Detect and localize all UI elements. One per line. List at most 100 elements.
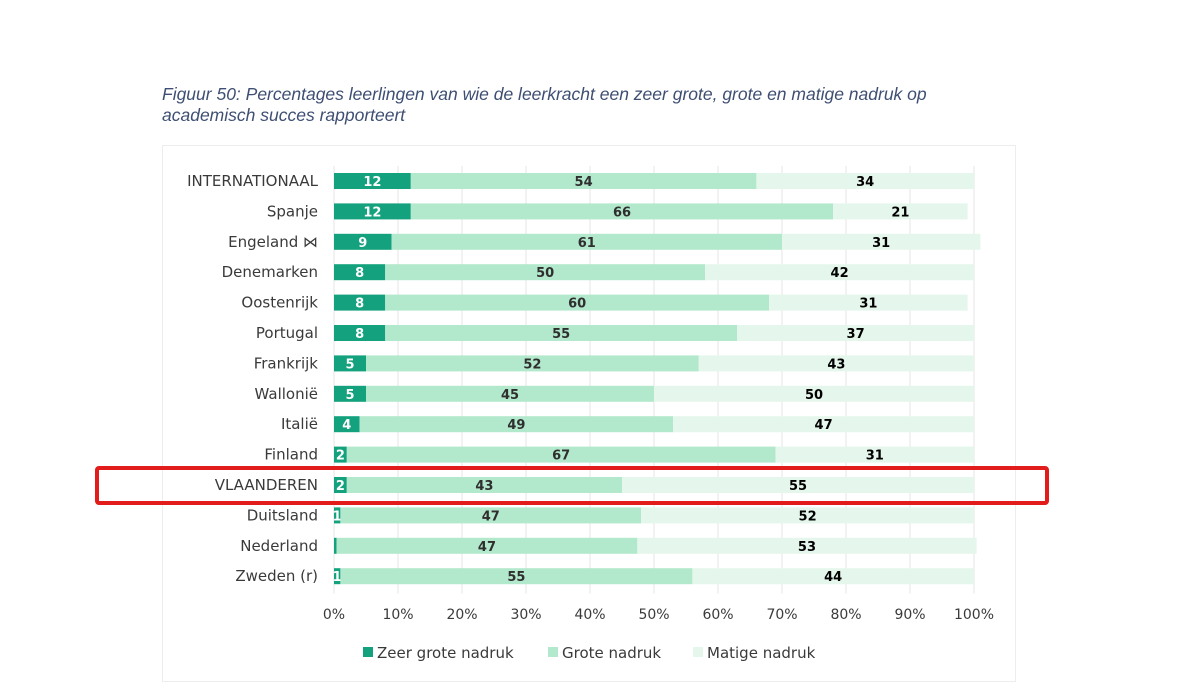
data-label: 54	[575, 175, 593, 190]
matige-bar	[737, 325, 974, 341]
legend-label: Grote nadruk	[562, 644, 661, 662]
category-label-denemarken: Denemarken	[222, 263, 318, 281]
data-label: 60	[568, 297, 586, 312]
category-label-oostenrijk: Oostenrijk	[241, 294, 318, 312]
matige-bar	[833, 203, 968, 220]
data-label: 2	[336, 449, 345, 464]
data-label: 53	[798, 540, 816, 555]
data-label: 12	[363, 175, 381, 190]
data-label: 4	[342, 418, 351, 433]
legend-swatch-zeer-grote	[363, 647, 373, 657]
data-label: 47	[815, 418, 833, 433]
x-tick-label: 30%	[510, 607, 541, 623]
grote-bar	[340, 568, 693, 585]
grote-bar	[391, 233, 782, 250]
grote-bar	[340, 507, 642, 524]
data-label: 55	[789, 479, 807, 494]
grote-bar	[336, 537, 638, 554]
zeer-grote-bar	[334, 416, 360, 433]
data-label: 1	[333, 570, 342, 585]
matige-bar	[622, 477, 974, 493]
grote-bar	[366, 385, 654, 402]
legend-label: Zeer grote nadruk	[377, 644, 514, 662]
zeer-grote-bar	[334, 355, 366, 372]
data-label: 31	[866, 449, 884, 464]
category-label-nederland: Nederland	[240, 537, 318, 555]
data-label: 61	[578, 236, 596, 251]
x-tick-label: 100%	[954, 607, 994, 623]
x-tick-label: 40%	[574, 607, 605, 623]
highlight-box	[95, 466, 1049, 505]
grote-bar	[410, 203, 834, 220]
data-label: 55	[552, 327, 570, 342]
category-label-spanje: Spanje	[267, 202, 318, 220]
matige-bar	[756, 173, 974, 189]
data-label: 66	[613, 205, 631, 220]
figure-caption: Figuur 50: Percentages leerlingen van wi…	[162, 84, 1042, 126]
category-label-zweden-r: Zweden (r)	[235, 567, 318, 585]
x-tick-label: 20%	[446, 607, 477, 623]
data-label: 42	[831, 266, 849, 281]
grote-bar	[346, 477, 622, 493]
zeer-grote-bar	[334, 507, 341, 524]
caption-line-1: Figuur 50: Percentages leerlingen van wi…	[162, 84, 927, 104]
data-label: 44	[824, 570, 842, 585]
category-label-walloni: Wallonië	[255, 385, 318, 403]
category-label-duitsland: Duitsland	[247, 506, 318, 524]
matige-bar	[692, 568, 974, 585]
category-label-frankrijk: Frankrijk	[254, 354, 319, 372]
data-label: 52	[799, 509, 817, 524]
data-label: 47	[478, 540, 496, 555]
data-label: 55	[507, 570, 525, 585]
x-tick-label: 90%	[894, 607, 925, 623]
data-label: 31	[872, 236, 890, 251]
data-label: 8	[355, 266, 364, 281]
category-label-internationaal: INTERNATIONAAL	[187, 172, 319, 190]
data-label: 37	[847, 327, 865, 342]
grote-bar	[346, 446, 776, 463]
grote-bar	[385, 264, 706, 281]
grote-bar	[385, 325, 738, 341]
data-label: 5	[345, 357, 354, 372]
matige-bar	[673, 416, 974, 433]
grote-bar	[410, 173, 757, 189]
x-tick-label: 10%	[382, 607, 413, 623]
category-label-engeland: Engeland ⋈	[228, 233, 318, 251]
caption-line-2: academisch succes rapporteert	[162, 105, 406, 125]
zeer-grote-bar	[334, 294, 386, 311]
matige-bar	[698, 355, 974, 372]
category-label-vlaanderen: VLAANDEREN	[215, 476, 318, 494]
data-label: 45	[501, 388, 519, 403]
data-label: 2	[336, 479, 345, 494]
matige-bar	[705, 264, 974, 281]
data-label: 52	[523, 357, 541, 372]
data-label: 50	[536, 266, 554, 281]
zeer-grote-bar	[334, 203, 411, 220]
category-label-finland: Finland	[264, 446, 318, 464]
x-tick-label: 50%	[638, 607, 669, 623]
zeer-grote-bar	[334, 537, 337, 554]
category-label-portugal: Portugal	[256, 324, 318, 342]
zeer-grote-bar	[334, 385, 366, 402]
matige-bar	[637, 537, 977, 554]
zeer-grote-bar	[334, 173, 411, 189]
x-tick-label: 80%	[830, 607, 861, 623]
data-label: 8	[355, 327, 364, 342]
matige-bar	[769, 294, 968, 311]
zeer-grote-bar	[334, 325, 386, 341]
data-label: 67	[552, 449, 570, 464]
grote-bar	[366, 355, 699, 372]
data-label: 9	[358, 236, 367, 251]
data-label: 34	[856, 175, 874, 190]
data-label: 31	[859, 297, 877, 312]
x-tick-label: 70%	[766, 607, 797, 623]
legend-label: Matige nadruk	[707, 644, 816, 662]
data-label: 43	[475, 479, 493, 494]
data-label: 8	[355, 297, 364, 312]
data-label: 5	[345, 388, 354, 403]
zeer-grote-bar	[334, 568, 341, 585]
matige-bar	[782, 233, 981, 250]
x-tick-label: 0%	[323, 607, 345, 623]
zeer-grote-bar	[334, 264, 386, 281]
matige-bar	[775, 446, 974, 463]
